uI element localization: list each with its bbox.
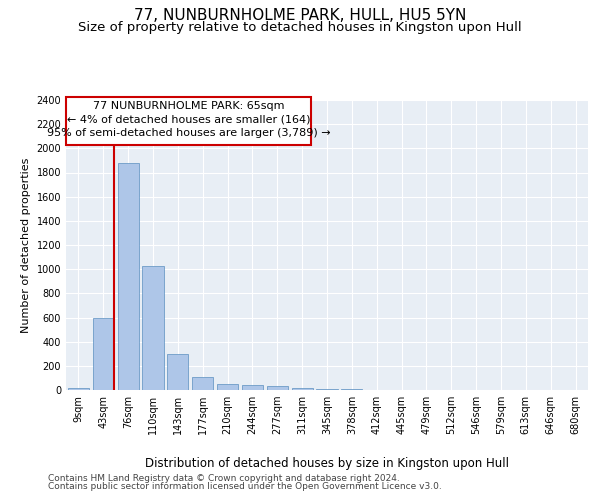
Text: 77, NUNBURNHOLME PARK, HULL, HU5 5YN: 77, NUNBURNHOLME PARK, HULL, HU5 5YN (134, 8, 466, 22)
Bar (142, 266, 164, 390)
Bar (292, 388, 313, 390)
Bar (267, 386, 288, 390)
Bar (192, 376, 213, 390)
Bar (167, 354, 188, 390)
Text: Distribution of detached houses by size in Kingston upon Hull: Distribution of detached houses by size … (145, 458, 509, 470)
Bar (217, 384, 238, 390)
Text: Contains HM Land Registry data © Crown copyright and database right 2024.: Contains HM Land Registry data © Crown c… (48, 474, 400, 483)
Bar (118, 164, 139, 390)
Bar (316, 389, 338, 390)
Text: ← 4% of detached houses are smaller (164): ← 4% of detached houses are smaller (164… (67, 115, 310, 125)
Bar (68, 388, 89, 390)
Text: 77 NUNBURNHOLME PARK: 65sqm: 77 NUNBURNHOLME PARK: 65sqm (93, 101, 284, 111)
Text: Contains public sector information licensed under the Open Government Licence v3: Contains public sector information licen… (48, 482, 442, 491)
Text: 95% of semi-detached houses are larger (3,789) →: 95% of semi-detached houses are larger (… (47, 128, 331, 138)
Bar (242, 384, 263, 390)
Bar (93, 318, 114, 390)
Y-axis label: Number of detached properties: Number of detached properties (21, 158, 31, 332)
Text: Size of property relative to detached houses in Kingston upon Hull: Size of property relative to detached ho… (78, 21, 522, 34)
